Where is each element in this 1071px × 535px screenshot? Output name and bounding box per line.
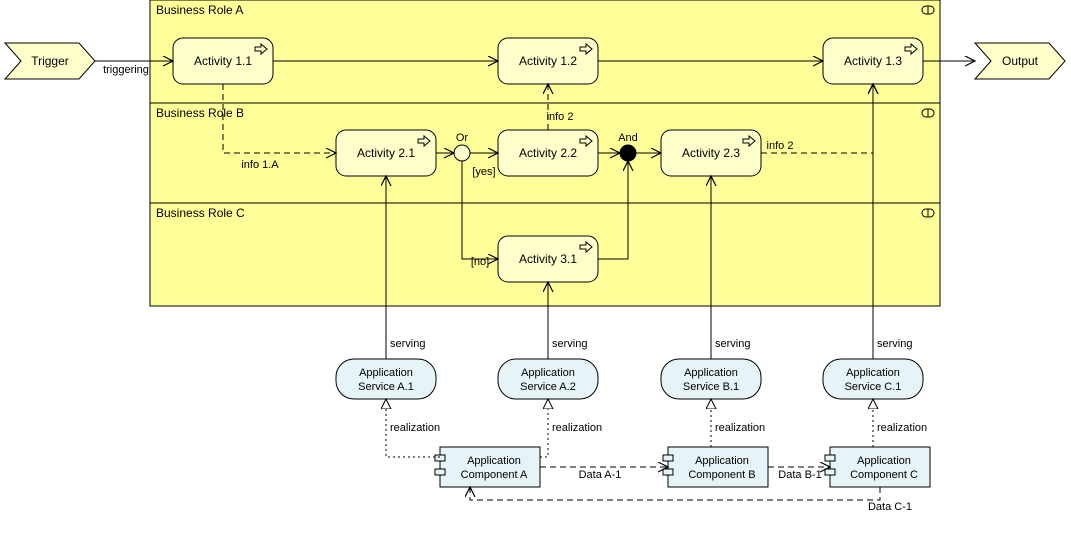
svg-text:Application: Application — [846, 367, 900, 379]
activity-a22: Activity 2.2 — [498, 130, 598, 176]
component-icon — [663, 455, 673, 461]
svg-text:Application: Application — [467, 455, 521, 467]
realization-label: realization — [877, 422, 927, 434]
flow-label: info 2 — [547, 111, 574, 123]
service-svcB1: Application Service B.1 — [661, 359, 761, 399]
svg-text:Component A: Component A — [461, 469, 528, 481]
service-svcA2: Application Service A.2 — [498, 359, 598, 399]
component-compA: Application Component A — [435, 447, 540, 487]
activity-label: Activity 2.1 — [357, 146, 415, 160]
svg-text:Component B: Component B — [688, 469, 755, 481]
serving-label: serving — [715, 338, 750, 350]
flow-label: info 2 — [767, 140, 794, 152]
component-icon — [825, 455, 835, 461]
service-svcA1: Application Service A.1 — [336, 359, 436, 399]
activity-a23: Activity 2.3 — [661, 130, 761, 176]
flow-label: info 1.A — [241, 159, 279, 171]
event-label: Output — [1002, 54, 1039, 68]
realization-label: realization — [390, 422, 440, 434]
flow-label: [no] — [471, 256, 489, 268]
svg-text:Application: Application — [857, 455, 911, 467]
dataflow-label: Data A-1 — [579, 469, 622, 481]
lane-label: Business Role A — [156, 3, 243, 17]
service-svcC1: Application Service C.1 — [823, 359, 923, 399]
svg-text:Application: Application — [684, 367, 738, 379]
flow-label: triggering — [103, 64, 149, 76]
activity-label: Activity 1.2 — [519, 54, 577, 68]
svg-text:Service A.2: Service A.2 — [520, 381, 576, 393]
activity-label: Activity 3.1 — [519, 252, 577, 266]
dataflow-label: Data C-1 — [868, 501, 912, 513]
component-compC: Application Component C — [825, 447, 930, 487]
serving-label: serving — [877, 338, 912, 350]
event-label: Trigger — [31, 54, 69, 68]
junction-label: And — [618, 132, 638, 144]
serving-label: serving — [552, 338, 587, 350]
activity-label: Activity 1.1 — [194, 54, 252, 68]
activity-a12: Activity 1.2 — [498, 38, 598, 84]
realization-label: realization — [715, 422, 765, 434]
serving-label: serving — [390, 338, 425, 350]
activity-a13: Activity 1.3 — [823, 38, 923, 84]
component-compB: Application Component B — [663, 447, 768, 487]
activity-label: Activity 1.3 — [844, 54, 902, 68]
lane-label: Business Role B — [156, 106, 244, 120]
svg-text:Application: Application — [695, 455, 749, 467]
lane-label: Business Role C — [156, 206, 245, 220]
activity-label: Activity 2.3 — [682, 146, 740, 160]
svg-text:Application: Application — [359, 367, 413, 379]
activity-a31: Activity 3.1 — [498, 236, 598, 282]
component-icon — [435, 455, 445, 461]
realization-label: realization — [552, 422, 602, 434]
activity-a21: Activity 2.1 — [336, 130, 436, 176]
activity-a11: Activity 1.1 — [173, 38, 273, 84]
svg-text:Service B.1: Service B.1 — [683, 381, 739, 393]
svg-text:Component C: Component C — [850, 469, 918, 481]
svg-text:Application: Application — [521, 367, 575, 379]
activity-label: Activity 2.2 — [519, 146, 577, 160]
flow-label: [yes] — [472, 166, 495, 178]
dataflow-label: Data B-1 — [778, 469, 821, 481]
data-flow: Data B-1 — [768, 467, 830, 481]
svg-text:Service A.1: Service A.1 — [358, 381, 414, 393]
junction-label: Or — [456, 132, 469, 144]
svg-text:Service C.1: Service C.1 — [845, 381, 902, 393]
